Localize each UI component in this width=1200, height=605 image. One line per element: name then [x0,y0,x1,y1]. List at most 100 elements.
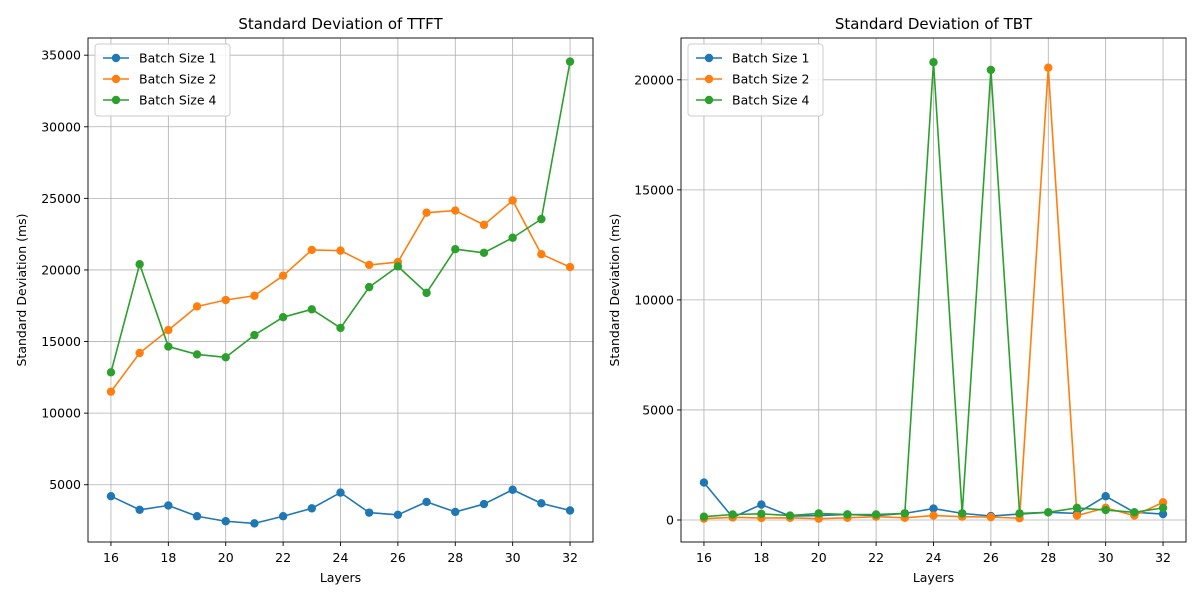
data-point [479,220,489,230]
x-tick-label: 20 [811,550,827,565]
data-point [135,348,144,358]
data-point [135,505,144,514]
data-point [986,512,996,522]
data-point [479,248,489,257]
data-point [221,353,230,362]
data-point [537,214,546,224]
data-point [278,313,288,322]
data-point [336,246,345,255]
data-point [871,510,881,519]
legend-swatch-marker [704,53,714,63]
data-point [250,519,259,528]
legend-swatch-marker [111,74,121,84]
legend-box [94,43,231,117]
data-point [1158,509,1168,519]
data-point [307,245,317,255]
data-point [221,517,230,526]
data-point [929,58,938,67]
data-point [957,509,967,518]
x-tick-label: 18 [160,550,176,565]
data-point [278,512,288,521]
data-point [192,302,202,311]
data-point [250,330,259,340]
data-point [1130,508,1139,517]
y-tick-label: 35000 [41,48,81,63]
legend: Batch Size 1 Batch Size 2 Batch Size 4 [687,43,824,117]
data-point [1158,503,1168,513]
data-point [364,508,374,517]
data-point [929,511,938,520]
y-axis-label: Standard Deviation (ms) [14,213,29,366]
legend-swatch-marker [111,53,121,63]
data-point [537,250,546,259]
data-point [565,506,575,515]
data-point [1101,492,1110,501]
data-point [106,387,116,396]
data-point [164,342,173,351]
data-point [814,509,823,518]
data-point [699,478,709,487]
chart-panel-1: 16 18 20 22 24 26 28 30 32 5000 10000 15000 20000 250… [14,15,594,585]
x-tick-label: 28 [1040,550,1056,565]
data-point [336,323,345,333]
data-point [1044,63,1053,72]
data-point [106,491,116,501]
y-tick-label: 10000 [634,292,674,307]
data-point [1072,503,1082,513]
x-tick-label: 32 [562,550,578,565]
data-point [135,260,144,269]
data-point [565,57,575,66]
legend-swatch-marker [704,95,714,105]
y-tick-label: 10000 [41,406,81,421]
x-tick-label: 16 [103,550,119,565]
x-tick-label: 26 [983,550,999,565]
data-point [537,499,546,508]
data-point [929,504,938,513]
y-tick-label: 0 [666,512,674,527]
x-tick-label: 18 [753,550,769,565]
y-tick-label: 5000 [642,402,674,417]
x-tick-label: 30 [505,550,521,565]
legend-entry: Batch Size 1 [139,51,217,66]
data-point [164,501,173,510]
legend-entry: Batch Size 4 [732,93,810,108]
data-point [250,291,259,300]
data-point [785,511,795,520]
data-point [422,497,431,507]
data-point [508,485,517,494]
data-point [164,325,173,335]
x-tick-label: 32 [1155,550,1171,565]
data-point [728,510,737,519]
data-point [565,262,575,272]
data-point [364,282,374,292]
data-point [757,509,766,519]
legend-entry: Batch Size 2 [732,72,810,87]
x-tick-label: 28 [447,550,463,565]
x-tick-label: 26 [390,550,406,565]
chart-title: Standard Deviation of TTFT [238,15,443,33]
y-tick-label: 20000 [41,262,81,277]
data-point [1072,511,1082,520]
legend-box [687,43,824,117]
data-point [451,507,460,517]
y-tick-label: 15000 [634,182,674,197]
data-point [900,509,910,518]
data-point [479,499,489,509]
data-point [757,500,766,509]
data-point [451,206,460,215]
data-point [422,208,431,217]
x-tick-label: 22 [868,550,884,565]
legend-entry: Batch Size 4 [139,93,217,108]
y-tick-label: 30000 [41,119,81,134]
x-axis-label: Layers [913,570,954,585]
data-point [986,65,996,75]
data-point [192,512,202,521]
data-point [699,512,709,521]
data-point [307,504,317,513]
data-point [1015,509,1024,518]
legend: Batch Size 1 Batch Size 2 Batch Size 4 [94,43,231,117]
data-point [843,510,852,519]
data-point [508,233,517,242]
legend-swatch-marker [704,74,714,84]
